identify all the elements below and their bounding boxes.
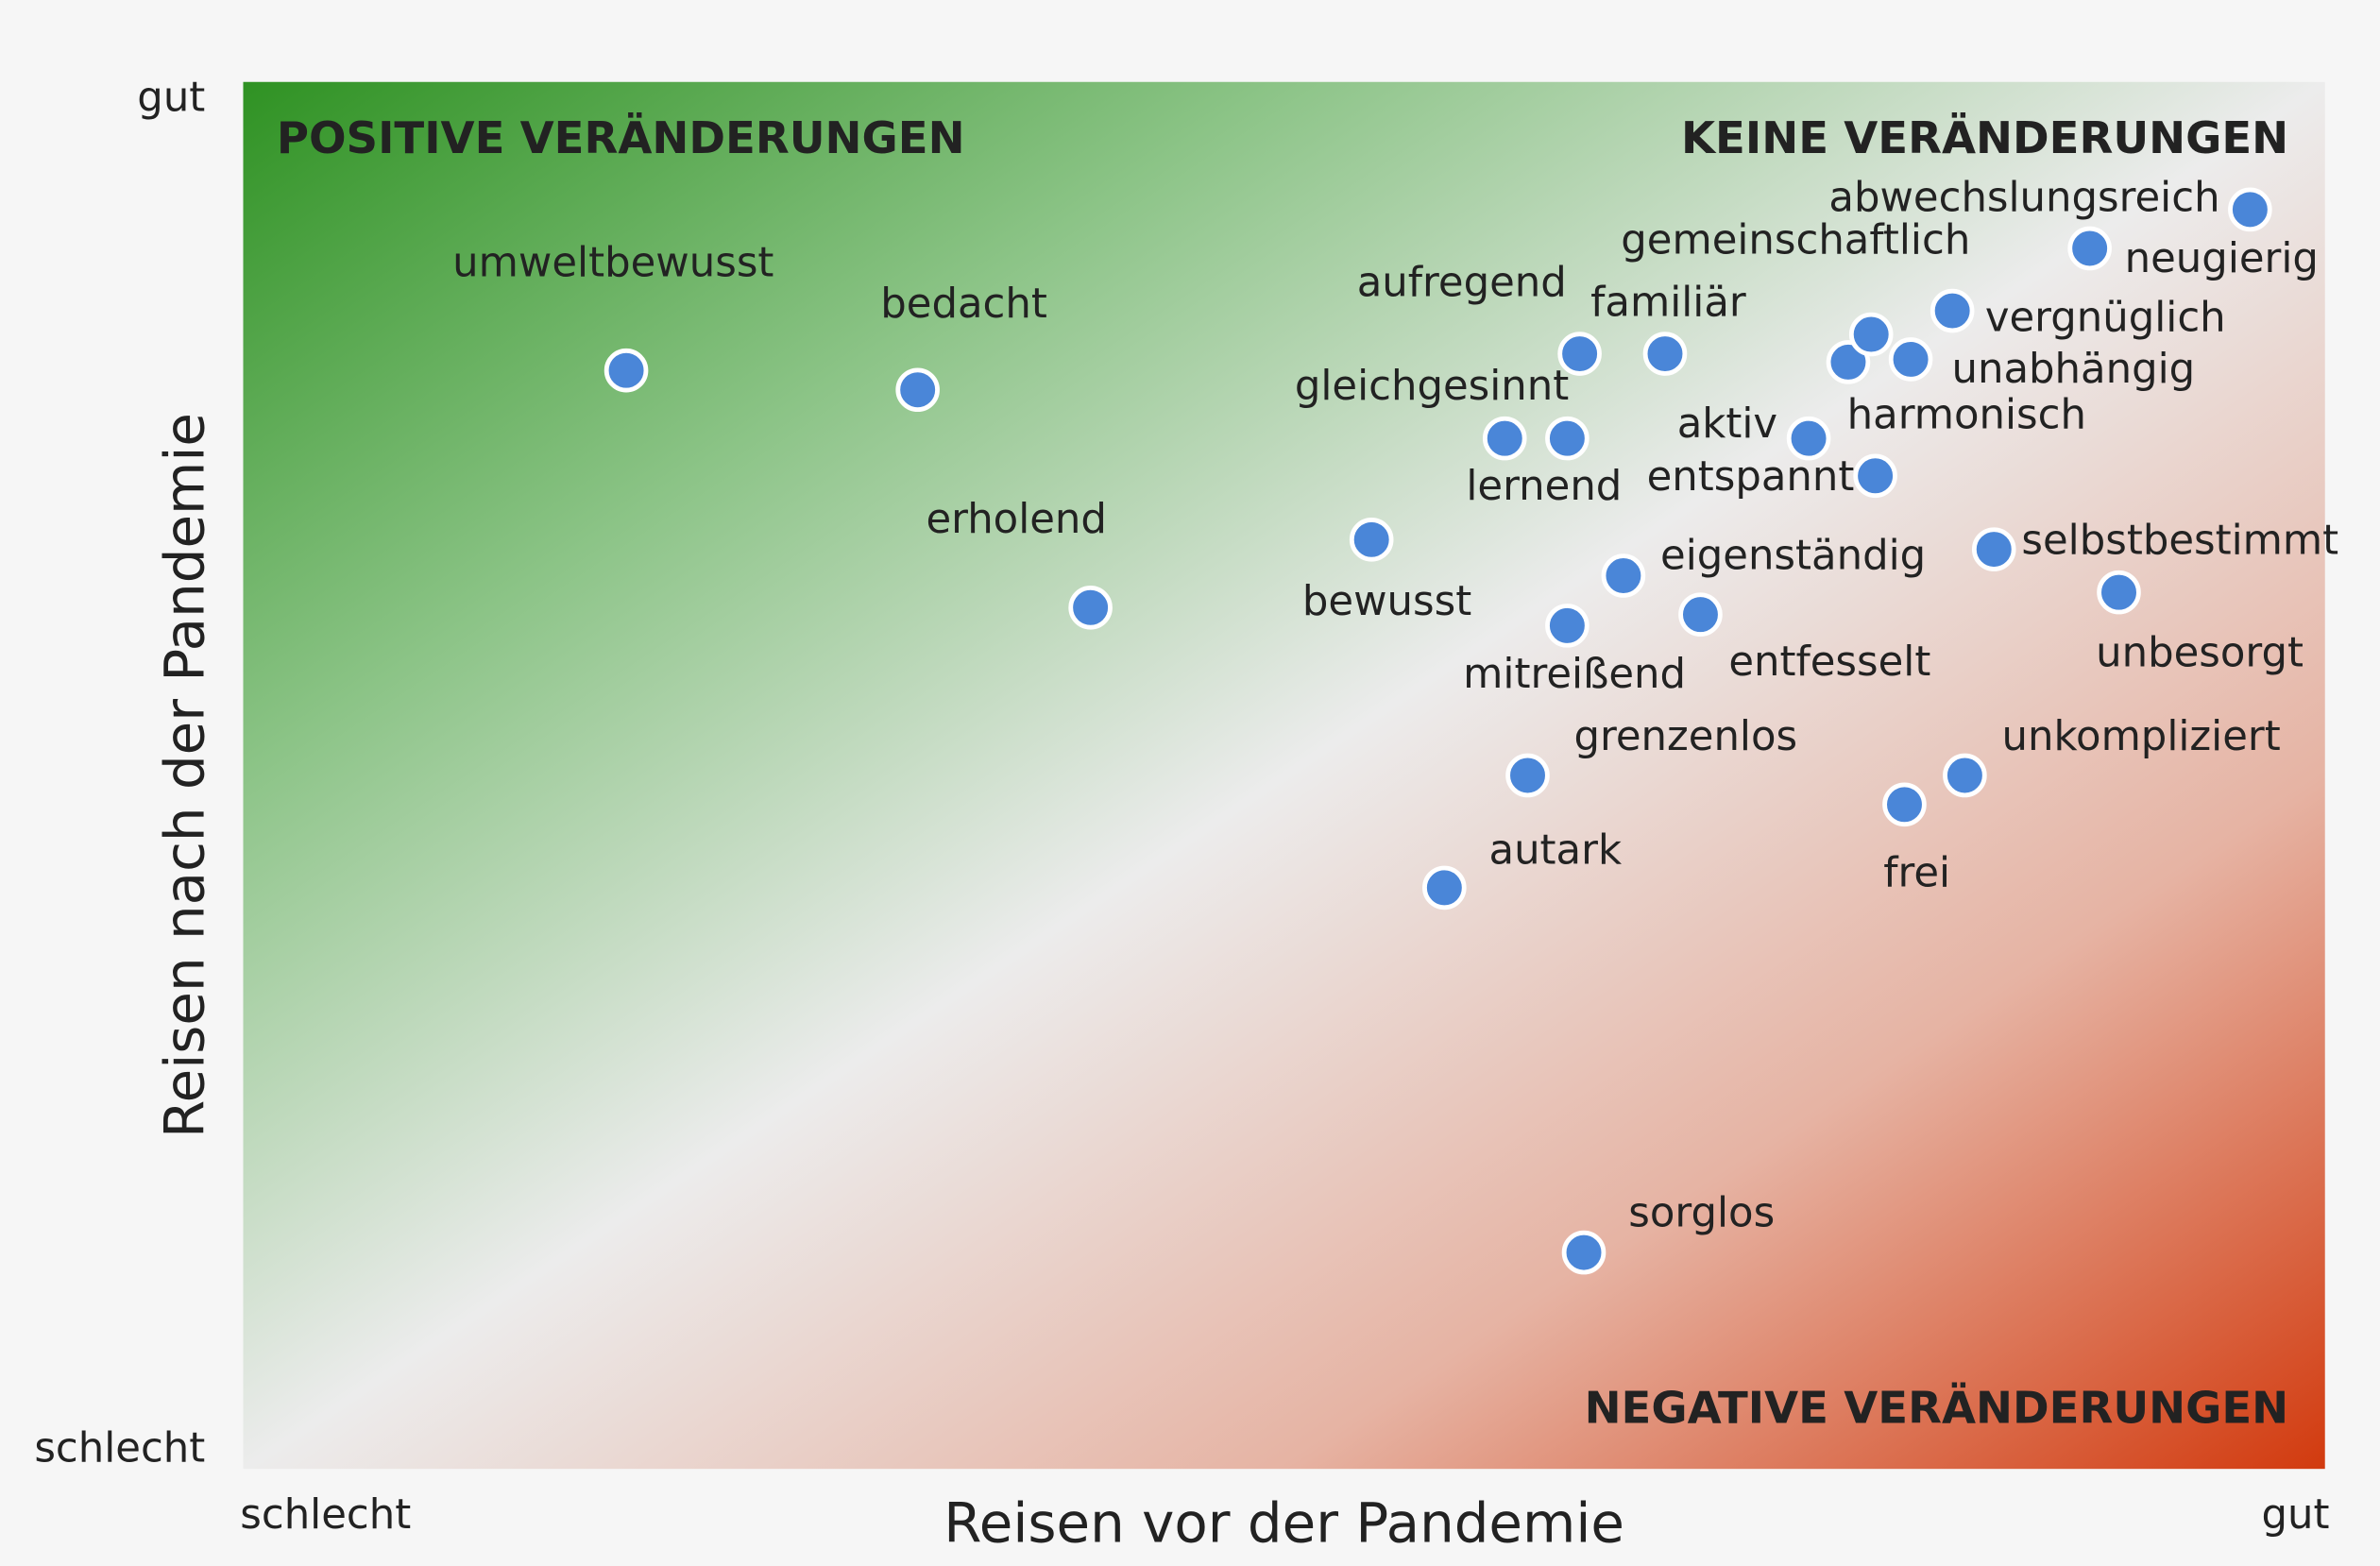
point xyxy=(1971,527,2016,571)
point-label: bewusst xyxy=(1302,578,1471,625)
plot-area xyxy=(243,81,2325,1470)
point-label: frei xyxy=(1883,850,1950,897)
quadrant-label: NEGATIVE VERÄNDERUNGEN xyxy=(1585,1383,2289,1434)
point-label: neugierig xyxy=(2125,235,2319,282)
point-label: erholend xyxy=(926,496,1106,543)
point-label: eigenständig xyxy=(1660,533,1926,580)
point-label: umweltbewusst xyxy=(452,240,774,287)
point-label: gemeinschaftlich xyxy=(1621,217,1970,264)
point xyxy=(1482,416,1527,461)
point xyxy=(1422,865,1467,911)
point-label: lernend xyxy=(1466,463,1622,510)
point-label: entfesselt xyxy=(1728,638,1930,686)
point-label: bedacht xyxy=(880,281,1047,328)
x-tick-label: gut xyxy=(2262,1491,2330,1539)
point-label: gleichgesinnt xyxy=(1295,363,1569,410)
point-label: unbesorgt xyxy=(2096,630,2304,677)
point-label: mitreißend xyxy=(1463,651,1686,698)
point xyxy=(1853,453,1897,499)
point-label: vergnüglich xyxy=(1985,294,2226,341)
point-label: unabhängig xyxy=(1952,346,2196,393)
point xyxy=(1545,416,1590,461)
point xyxy=(1545,604,1590,648)
point xyxy=(1882,782,1927,827)
point xyxy=(1930,288,1975,333)
point-label: autark xyxy=(1488,826,1622,874)
y-axis-label: Reisen nach der Pandemie xyxy=(153,413,217,1138)
point xyxy=(1505,753,1550,798)
point xyxy=(2228,187,2272,232)
point xyxy=(1786,416,1831,461)
point xyxy=(1826,340,1871,384)
point xyxy=(895,367,940,413)
point-label: unkompliziert xyxy=(2002,713,2281,760)
point xyxy=(1068,585,1113,630)
point-label: grenzenlos xyxy=(1573,713,1797,760)
point-label: selbstbestimmt xyxy=(2021,518,2338,565)
point xyxy=(1561,1230,1606,1275)
point xyxy=(1888,337,1933,382)
y-tick-label: gut xyxy=(137,75,205,122)
quadrant-label: POSITIVE VERÄNDERUNGEN xyxy=(277,112,965,163)
point-label: aufregend xyxy=(1357,260,1567,307)
y-tick-label: schlecht xyxy=(34,1424,205,1472)
point-label: abwechslungsreich xyxy=(1828,175,2219,222)
point xyxy=(1349,518,1394,562)
point xyxy=(1557,332,1602,376)
x-axis-label: Reisen vor der Pandemie xyxy=(944,1490,1624,1555)
point xyxy=(604,348,649,393)
point xyxy=(1943,753,1987,798)
point xyxy=(1601,553,1646,598)
quadrant-label: KEINE VERÄNDERUNGEN xyxy=(1681,112,2288,163)
point xyxy=(1642,332,1688,376)
point-label: sorglos xyxy=(1628,1189,1775,1236)
point-label: harmonisch xyxy=(1847,391,2086,438)
point-label: familiär xyxy=(1590,279,1746,326)
point xyxy=(1848,312,1894,357)
point-label: entspannt xyxy=(1647,453,1855,501)
point xyxy=(2067,226,2112,271)
point xyxy=(1678,592,1723,637)
x-tick-label: schlecht xyxy=(240,1491,411,1539)
point xyxy=(2097,570,2141,615)
point-label: aktiv xyxy=(1677,400,1777,448)
